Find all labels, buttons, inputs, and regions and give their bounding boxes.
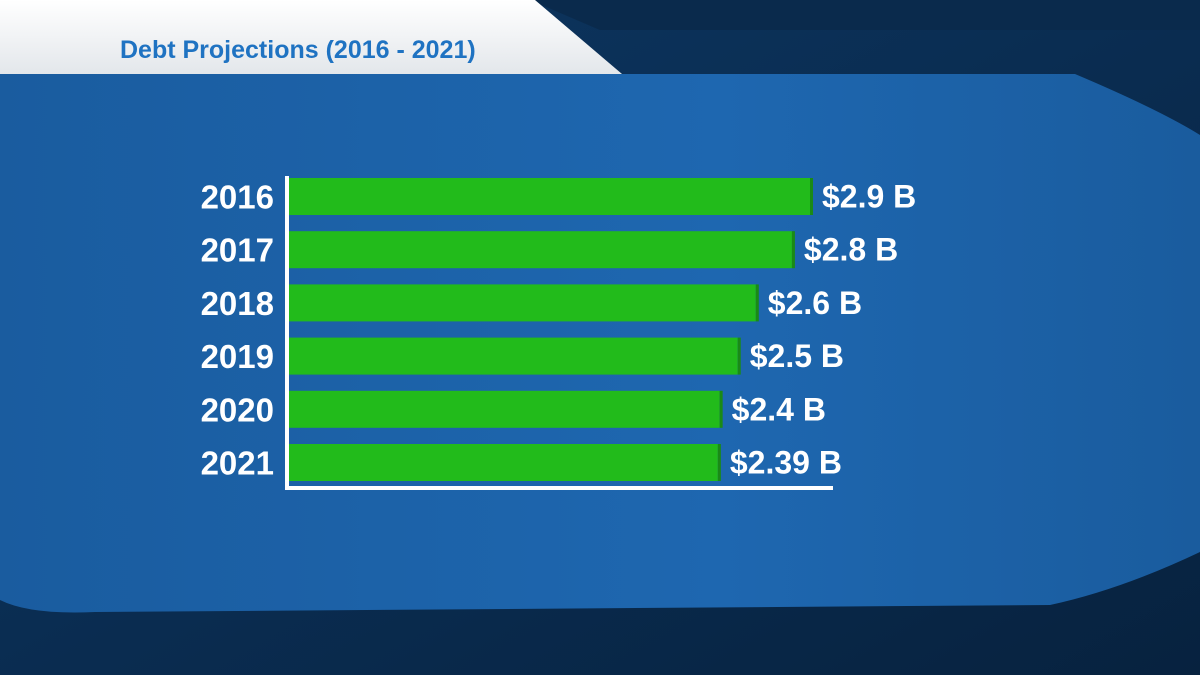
chart-title: Debt Projections (2016 - 2021) bbox=[120, 36, 476, 64]
top-right-dark-band bbox=[530, 0, 1200, 30]
bar-edge bbox=[719, 390, 723, 428]
bar-2019 bbox=[289, 337, 738, 375]
bar-2021 bbox=[289, 444, 718, 481]
category-label-2018: 2018 bbox=[201, 285, 274, 322]
category-label-2021: 2021 bbox=[201, 445, 274, 482]
value-label-2019: $2.5 B bbox=[750, 338, 844, 374]
value-label-2021: $2.39 B bbox=[730, 445, 842, 481]
title-banner bbox=[0, 0, 622, 74]
category-label-2020: 2020 bbox=[201, 391, 274, 428]
value-label-2018: $2.6 B bbox=[768, 285, 862, 321]
value-label-2016: $2.9 B bbox=[822, 179, 916, 215]
bar-2016 bbox=[289, 178, 810, 215]
x-axis-line bbox=[285, 486, 833, 490]
bar-edge bbox=[717, 444, 721, 481]
bar-2017 bbox=[289, 231, 792, 269]
bar-edge bbox=[791, 231, 795, 269]
bar-edge bbox=[737, 337, 741, 375]
category-label-2016: 2016 bbox=[201, 179, 274, 216]
bar-edge bbox=[755, 284, 759, 322]
value-label-2017: $2.8 B bbox=[804, 232, 898, 268]
category-label-2017: 2017 bbox=[201, 232, 274, 269]
value-label-2020: $2.4 B bbox=[732, 391, 826, 427]
y-axis-line bbox=[285, 176, 289, 490]
bar-2020 bbox=[289, 390, 720, 428]
bar-2018 bbox=[289, 284, 756, 322]
category-label-2019: 2019 bbox=[201, 338, 274, 375]
bar-edge bbox=[810, 178, 813, 215]
bars-layer: 2016 $2.9 B 2017 $2.8 B 2018 $2.6 B 2019 $2.5 B… bbox=[201, 178, 916, 482]
